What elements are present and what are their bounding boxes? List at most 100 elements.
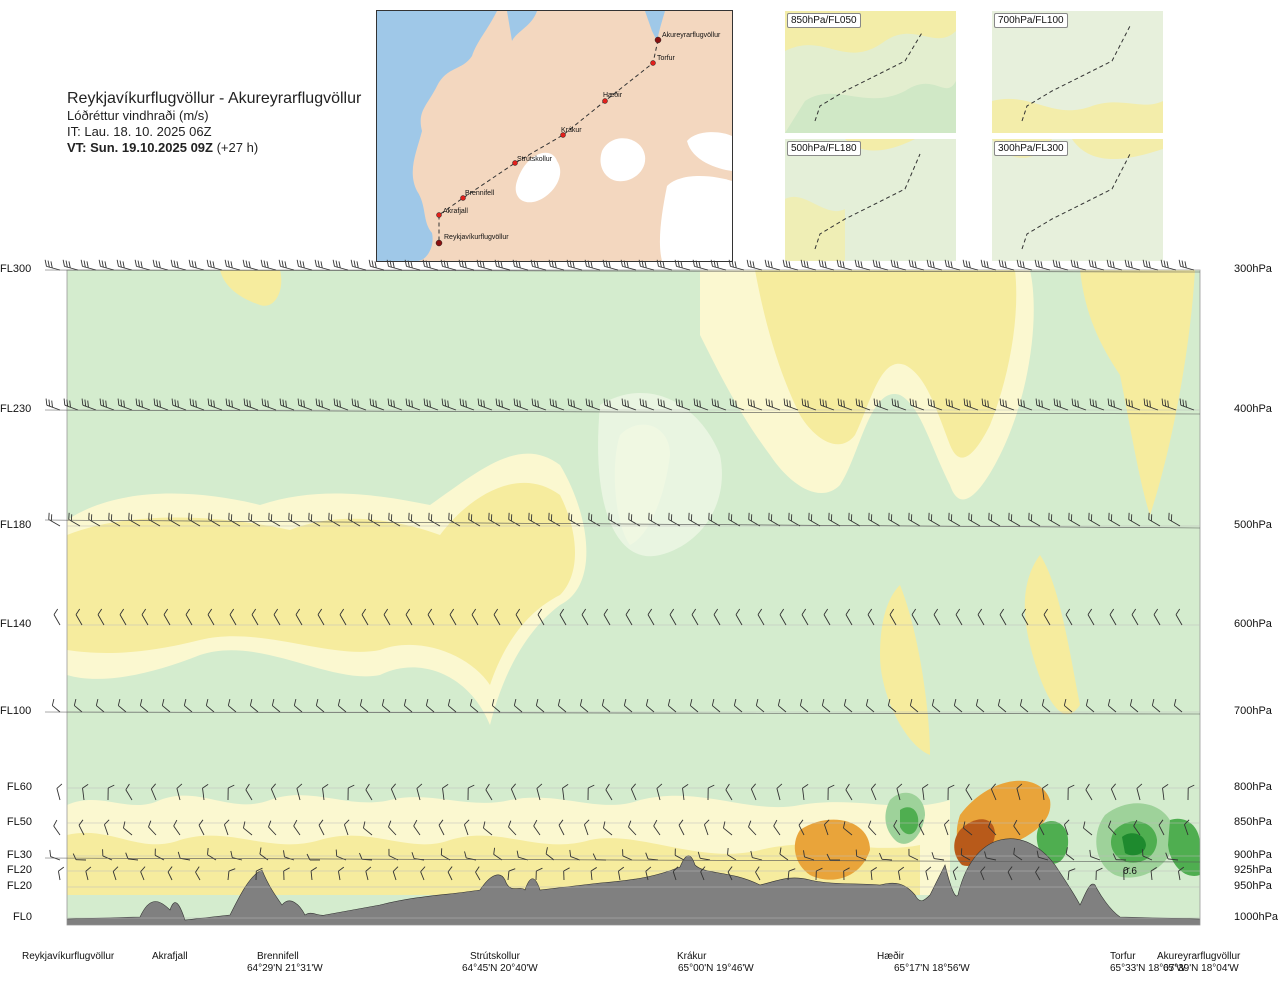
flight-level-label: FL60	[6, 781, 32, 793]
wind-barb	[975, 698, 985, 713]
panel-500hpa: 500hPa/FL180	[785, 139, 956, 261]
wind-barb	[171, 398, 187, 411]
wind-barb	[458, 259, 475, 271]
panel-label-700hpa: 700hPa/FL100	[994, 13, 1068, 28]
wind-barb	[308, 512, 321, 527]
wind-barb	[207, 608, 215, 626]
wind-barb	[512, 259, 529, 271]
wind-barb	[469, 698, 479, 713]
wind-barb	[1067, 868, 1076, 881]
wind-barb	[710, 259, 727, 271]
flight-level-label: FL230	[0, 403, 32, 415]
wind-barb	[1142, 259, 1159, 271]
wind-barb	[689, 698, 699, 713]
wind-barb	[207, 398, 223, 411]
wind-barb	[53, 608, 61, 626]
flight-level-label: FL100	[0, 705, 32, 717]
wind-barb	[328, 512, 341, 527]
map-glacier-2	[600, 138, 646, 182]
wind-barb	[845, 783, 853, 801]
wind-barb	[1048, 512, 1061, 527]
wind-barb	[999, 398, 1015, 411]
wind-barb	[1129, 698, 1139, 713]
level-gridlines	[67, 269, 1200, 919]
waypoint-marker	[435, 239, 443, 247]
field-layer	[67, 270, 1200, 925]
wind-barb	[645, 698, 655, 713]
waypoint-label: Akureyrarflugvöllur	[662, 32, 721, 39]
wind-barb	[359, 698, 369, 713]
barb-axis-line	[44, 711, 1201, 715]
wind-barb	[669, 608, 677, 626]
wind-barb	[1070, 259, 1087, 271]
wind-barb	[826, 853, 840, 861]
wind-barb	[747, 398, 763, 411]
wind-barb	[1177, 866, 1185, 881]
wind-barb	[988, 820, 997, 836]
waypoint-marker	[602, 98, 608, 104]
wind-barb	[314, 259, 331, 271]
terrain-profile	[67, 838, 1200, 925]
wind-barb	[893, 819, 901, 836]
wind-barb	[183, 698, 193, 713]
wind-barb	[984, 851, 997, 861]
wind-barb	[988, 512, 1001, 527]
wind-barb	[369, 398, 385, 411]
wind-barb	[207, 847, 217, 861]
wind-barb	[1034, 259, 1051, 271]
barb-axis-line	[44, 269, 1201, 273]
wind-barb	[897, 866, 905, 881]
wind-barb	[672, 866, 679, 881]
wind-barb	[843, 867, 850, 881]
wind-barb	[365, 866, 372, 881]
wind-barb	[48, 512, 61, 527]
wind-barb	[494, 259, 511, 271]
route-map: Akureyrarflugvöllur Torfur Hæðir Krákur Strú…	[376, 10, 733, 262]
wind-barb	[404, 259, 421, 271]
map-water-west	[377, 11, 497, 261]
wind-barb	[62, 259, 79, 271]
barb-axis-line	[44, 857, 1201, 863]
wind-barb	[188, 512, 201, 527]
wind-barb	[440, 259, 457, 271]
waypoint-label: Akrafjall	[443, 208, 468, 215]
wind-barb	[836, 259, 853, 271]
field-down1-mid	[880, 585, 930, 755]
wind-barb	[141, 608, 149, 626]
wind-barb	[463, 819, 470, 836]
wind-barb	[310, 867, 317, 881]
wind-barb	[416, 783, 423, 801]
wind-barb	[823, 819, 830, 836]
wind-barb	[562, 784, 569, 801]
wind-barb	[837, 398, 853, 411]
wind-barb	[908, 512, 921, 527]
wind-barb	[427, 608, 435, 626]
wind-barb	[584, 259, 601, 271]
wind-barb	[386, 259, 403, 271]
wind-barb	[117, 698, 127, 713]
wind-barb	[97, 608, 105, 626]
wind-barb	[537, 608, 545, 626]
wind-barb	[933, 608, 941, 626]
wind-barb	[513, 698, 523, 713]
wind-barb	[693, 398, 709, 411]
wind-barb	[776, 783, 783, 801]
flight-level-label: FL0	[13, 911, 32, 923]
wind-barb	[944, 259, 961, 271]
wind-barb	[603, 398, 619, 411]
wind-barb	[848, 512, 861, 527]
wind-barb	[189, 398, 205, 411]
wind-barb	[152, 259, 169, 271]
wind-barb	[261, 398, 277, 411]
waypoint-marker	[460, 195, 466, 201]
wind-barb	[227, 868, 236, 881]
wind-barb	[476, 259, 493, 271]
wind-barb	[170, 259, 187, 271]
wind-barb	[947, 784, 955, 801]
wind-barb	[223, 819, 230, 836]
wind-barb	[783, 398, 799, 411]
waypoint-label: Torfur	[657, 55, 676, 62]
wind-barb	[668, 512, 681, 527]
wind-barb	[206, 259, 223, 271]
station-name: Brennifell	[257, 951, 299, 962]
